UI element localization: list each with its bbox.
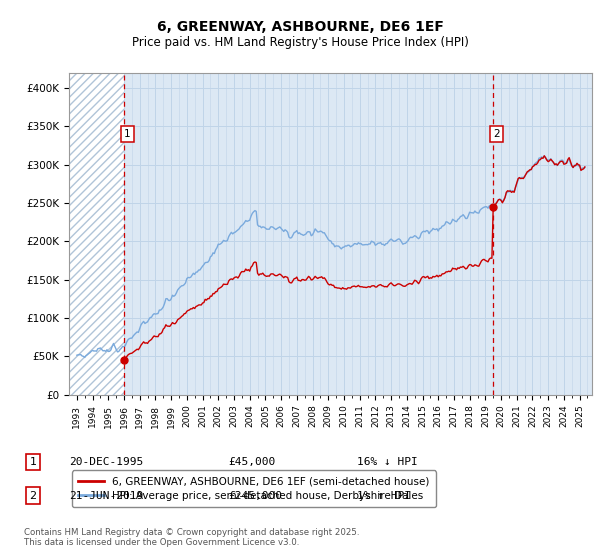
Text: Contains HM Land Registry data © Crown copyright and database right 2025.
This d: Contains HM Land Registry data © Crown c… xyxy=(24,528,359,547)
Text: 6, GREENWAY, ASHBOURNE, DE6 1EF: 6, GREENWAY, ASHBOURNE, DE6 1EF xyxy=(157,20,443,34)
Text: 1: 1 xyxy=(124,129,131,139)
Text: 16% ↓ HPI: 16% ↓ HPI xyxy=(357,457,418,467)
Text: £245,000: £245,000 xyxy=(228,491,282,501)
Text: 1: 1 xyxy=(29,457,37,467)
Text: 20-DEC-1995: 20-DEC-1995 xyxy=(69,457,143,467)
Bar xyxy=(69,73,124,395)
Text: 21-JUN-2019: 21-JUN-2019 xyxy=(69,491,143,501)
Text: 2: 2 xyxy=(29,491,37,501)
Text: 2: 2 xyxy=(493,129,500,139)
Text: 1% ↑ HPI: 1% ↑ HPI xyxy=(357,491,411,501)
Text: £45,000: £45,000 xyxy=(228,457,275,467)
Text: Price paid vs. HM Land Registry's House Price Index (HPI): Price paid vs. HM Land Registry's House … xyxy=(131,36,469,49)
Legend: 6, GREENWAY, ASHBOURNE, DE6 1EF (semi-detached house), HPI: Average price, semi-: 6, GREENWAY, ASHBOURNE, DE6 1EF (semi-de… xyxy=(71,470,436,507)
